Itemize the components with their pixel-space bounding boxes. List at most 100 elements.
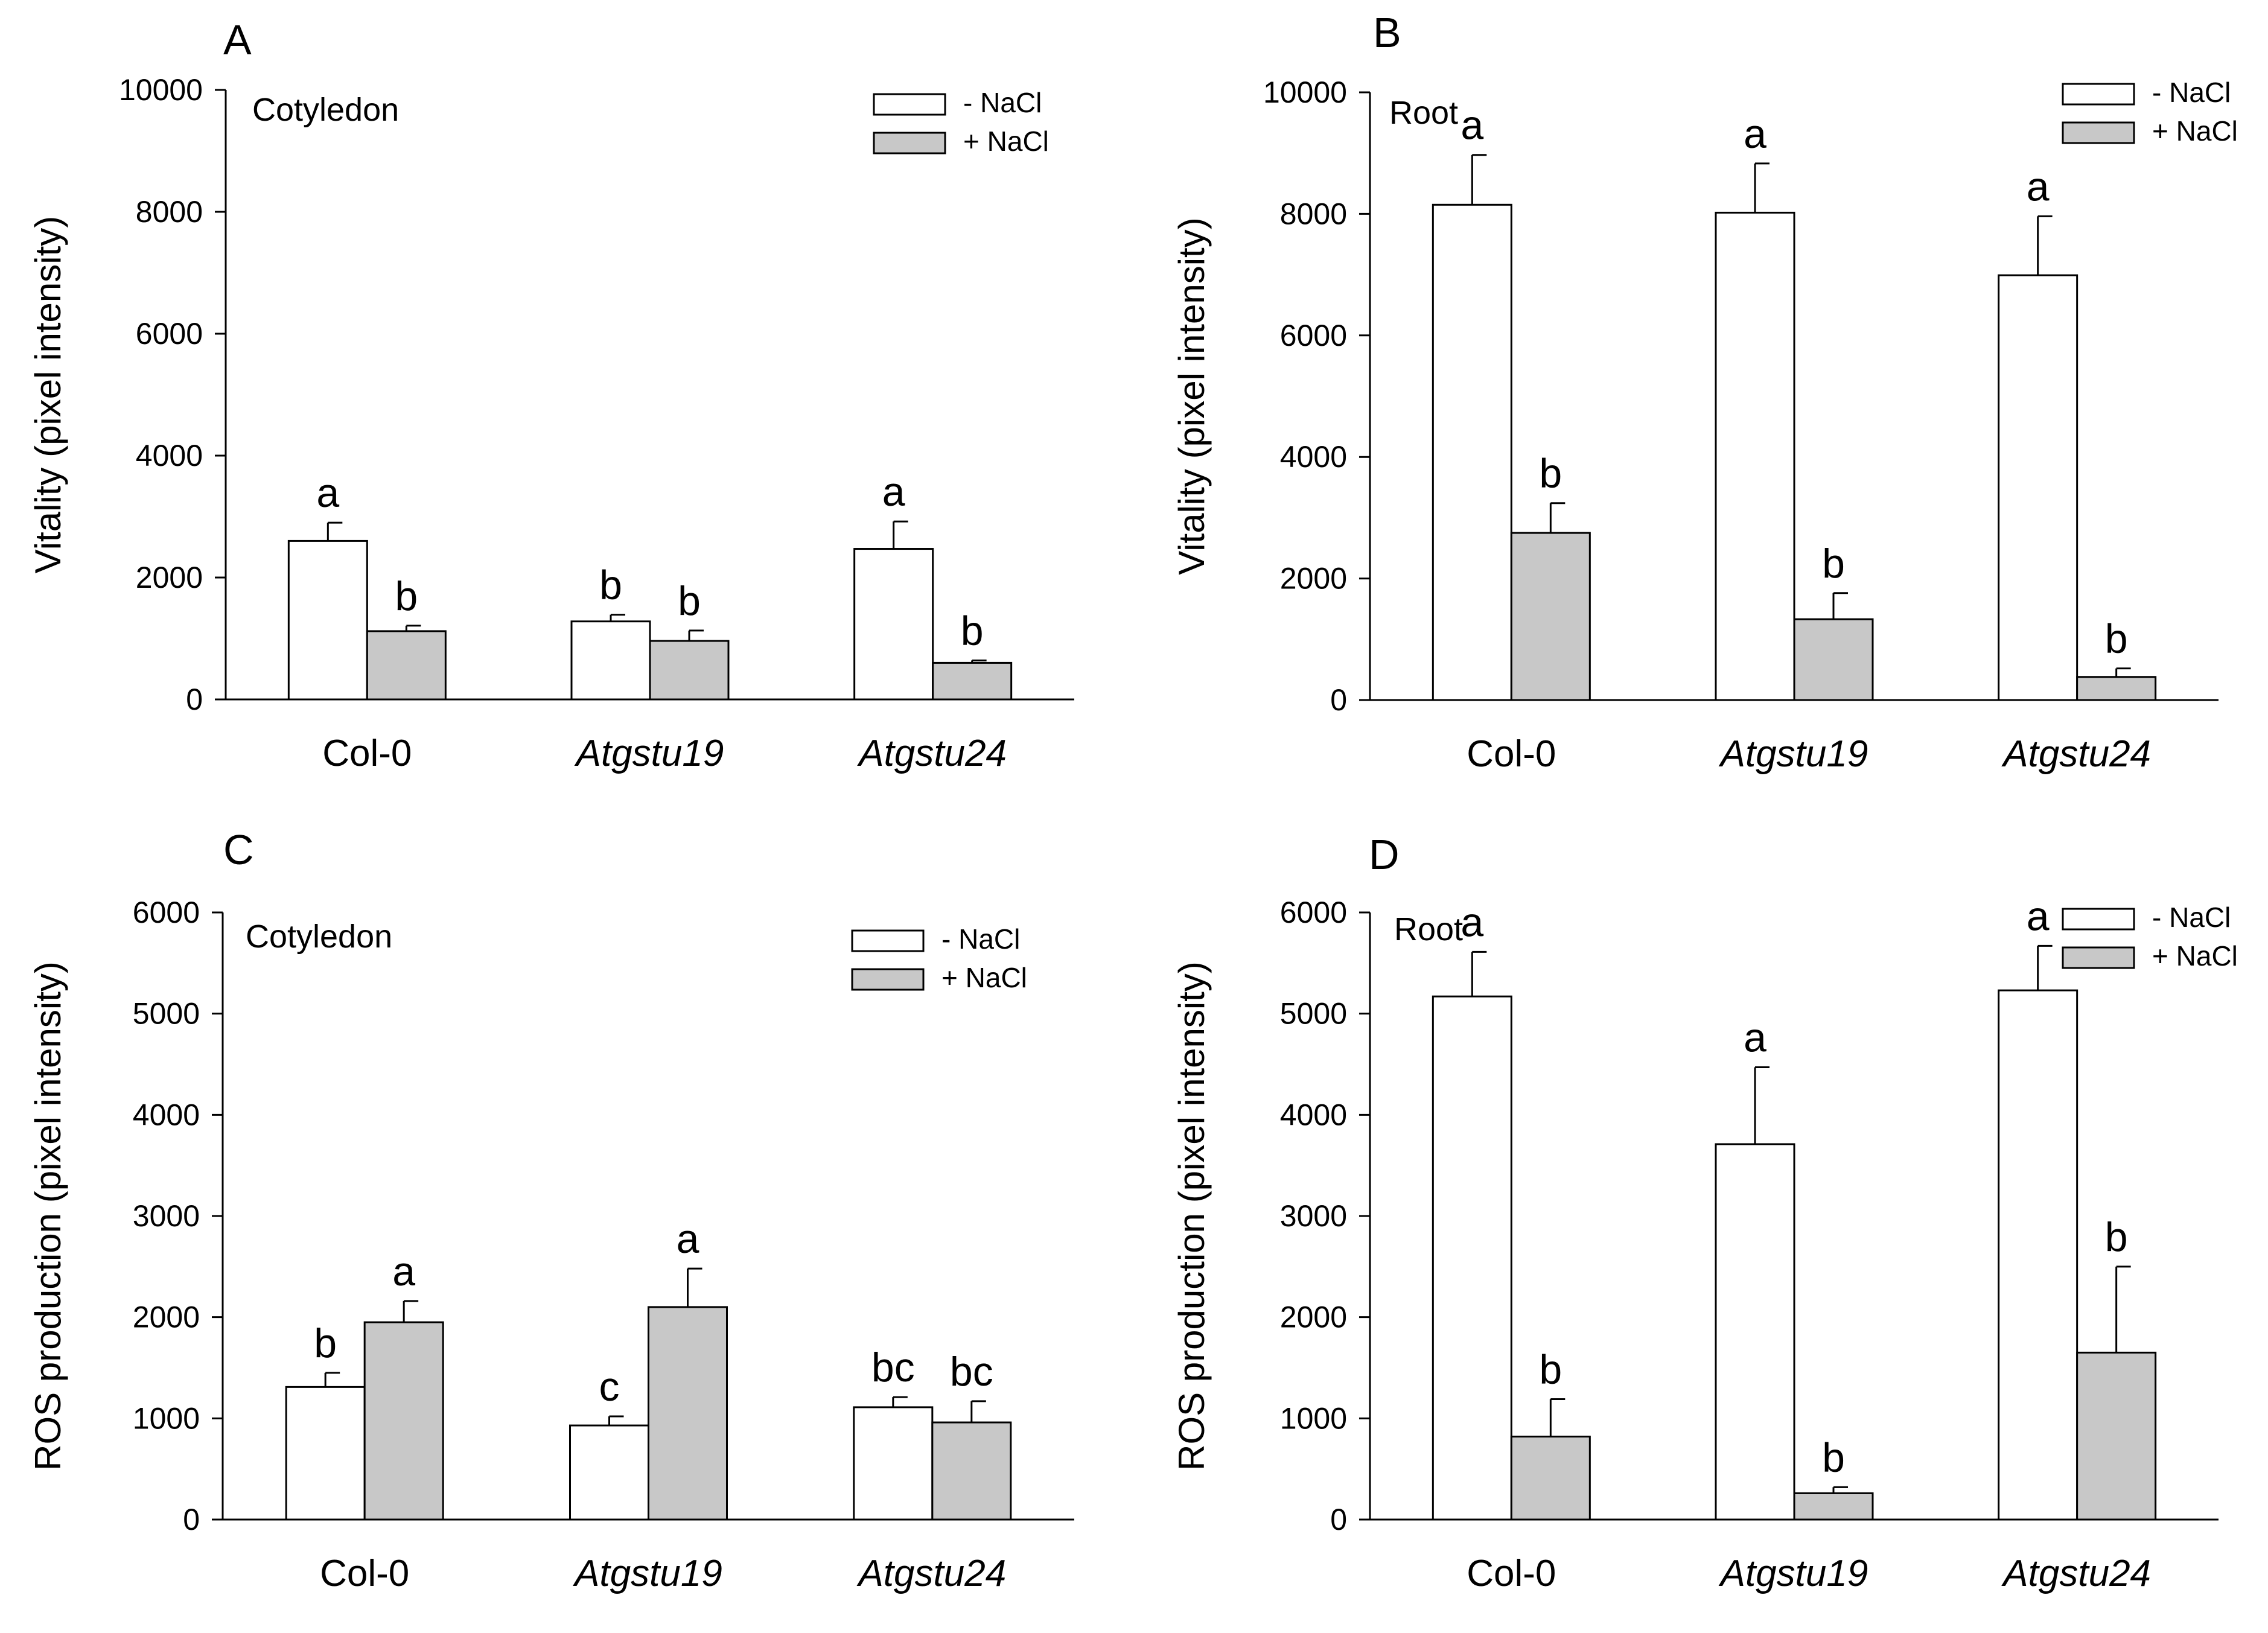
bar xyxy=(853,1406,934,1521)
y-tick-label: 10000 xyxy=(119,73,203,107)
legend: - NaCl + NaCl xyxy=(2062,77,2238,147)
y-tick-label: 2000 xyxy=(1280,562,1347,596)
significance-letter: a xyxy=(1461,899,1483,945)
legend: - NaCl + NaCl xyxy=(851,923,1027,993)
legend-swatch xyxy=(851,929,925,952)
bar xyxy=(649,640,730,701)
significance-letter: c xyxy=(599,1364,620,1410)
bar xyxy=(1998,989,2078,1521)
bar xyxy=(366,630,447,701)
category-label: Col-0 xyxy=(320,1553,409,1594)
category-label: Atgstu19 xyxy=(572,1553,722,1594)
legend: - NaCl + NaCl xyxy=(2062,902,2238,972)
y-tick-label: 3000 xyxy=(1280,1199,1347,1233)
significance-letter: a xyxy=(1744,1015,1766,1061)
bar xyxy=(932,661,1013,701)
bar xyxy=(2076,676,2157,701)
category-label: Col-0 xyxy=(1467,1553,1556,1594)
panel-b: 0 2000 4000 6000 8000 10000 Vitality (pixel in… xyxy=(1171,9,2238,775)
y-tick-label: 8000 xyxy=(1280,197,1347,231)
tissue-label: Root xyxy=(1394,911,1463,947)
y-tick-label: 0 xyxy=(183,1503,200,1536)
significance-letter: b xyxy=(1822,541,1845,587)
significance-letter: a xyxy=(2027,164,2050,209)
significance-letter: a xyxy=(677,1216,699,1262)
category-label: Atgstu24 xyxy=(2001,733,2151,775)
significance-letter: b xyxy=(678,578,701,624)
y-axis-title: ROS production (pixel intensity) xyxy=(1171,961,1212,1471)
significance-letter: b xyxy=(599,562,622,608)
y-tick-label: 4000 xyxy=(136,439,203,473)
y-axis-title: ROS production (pixel intensity) xyxy=(28,961,68,1471)
category-label: Atgstu19 xyxy=(574,733,724,774)
category-label: Atgstu24 xyxy=(856,733,1007,774)
bar xyxy=(931,1421,1012,1521)
legend-swatch xyxy=(2062,83,2135,106)
tissue-label: Root xyxy=(1389,95,1458,131)
significance-letter: a xyxy=(316,470,339,516)
tissue-label: Cotyledon xyxy=(246,918,392,955)
category-label: Atgstu24 xyxy=(856,1553,1006,1594)
significance-letter: b xyxy=(961,608,984,654)
y-tick-label: 2000 xyxy=(1280,1300,1347,1334)
legend-label: + NaCl xyxy=(2152,940,2238,972)
y-tick-label: 0 xyxy=(186,683,203,716)
panel-label: D xyxy=(1369,831,1400,878)
y-axis-title: Vitality (pixel intensity) xyxy=(28,216,68,573)
y-tick-label: 0 xyxy=(1330,1503,1347,1536)
y-tick-label: 6000 xyxy=(1280,319,1347,352)
panel-c: 0 1000 2000 3000 4000 5000 6000 ROS production … xyxy=(28,826,1074,1594)
significance-letter: b xyxy=(2105,616,2128,662)
legend-label: + NaCl xyxy=(2152,115,2238,147)
y-tick-label: 6000 xyxy=(1280,896,1347,929)
significance-letter: b xyxy=(1539,451,1562,497)
y-axis-title: Vitality (pixel intensity) xyxy=(1171,217,1212,575)
bar xyxy=(1510,1436,1591,1521)
y-tick-label: 6000 xyxy=(133,896,200,929)
bar xyxy=(1793,618,1874,701)
significance-letter: a xyxy=(2027,893,2050,939)
legend-label: - NaCl xyxy=(941,923,1020,955)
panel-a: 0 2000 4000 6000 8000 10000 Vitality (pixel in… xyxy=(28,16,1074,774)
category-label: Col-0 xyxy=(1467,733,1556,775)
legend-swatch xyxy=(873,132,946,154)
significance-letter: b xyxy=(2105,1214,2128,1260)
bar xyxy=(363,1321,444,1521)
legend-swatch xyxy=(851,968,925,991)
significance-letter: a xyxy=(1461,103,1483,148)
bar xyxy=(1715,1143,1795,1521)
bar xyxy=(2076,1351,2157,1521)
bar xyxy=(1510,532,1591,701)
bar xyxy=(1715,211,1795,701)
y-tick-label: 8000 xyxy=(136,195,203,229)
y-tick-label: 5000 xyxy=(133,997,200,1031)
category-label: Col-0 xyxy=(322,733,412,774)
y-tick-label: 4000 xyxy=(1280,1098,1347,1132)
panel-label: B xyxy=(1373,9,1401,56)
bar xyxy=(287,540,368,701)
bar xyxy=(570,620,651,701)
y-tick-label: 4000 xyxy=(1280,440,1347,474)
bar xyxy=(1998,274,2078,701)
significance-letter: bc xyxy=(871,1345,915,1390)
y-tick-label: 2000 xyxy=(133,1300,200,1334)
category-label: Atgstu24 xyxy=(2001,1553,2151,1594)
y-tick-label: 10000 xyxy=(1263,75,1347,109)
y-tick-label: 1000 xyxy=(1280,1401,1347,1435)
y-tick-label: 1000 xyxy=(133,1401,200,1435)
legend-label: - NaCl xyxy=(2152,902,2231,933)
significance-letter: b xyxy=(314,1320,337,1366)
legend-label: + NaCl xyxy=(941,962,1027,993)
panel-label: A xyxy=(223,16,252,63)
significance-letter: a xyxy=(392,1249,415,1294)
y-tick-label: 4000 xyxy=(133,1098,200,1132)
legend-label: - NaCl xyxy=(2152,77,2231,108)
tissue-label: Cotyledon xyxy=(252,92,399,128)
legend-swatch xyxy=(2062,908,2135,931)
y-tick-label: 0 xyxy=(1330,683,1347,717)
significance-letter: b xyxy=(1822,1434,1845,1480)
bar xyxy=(569,1424,649,1521)
legend: - NaCl + NaCl xyxy=(873,87,1049,157)
bar xyxy=(648,1306,728,1521)
